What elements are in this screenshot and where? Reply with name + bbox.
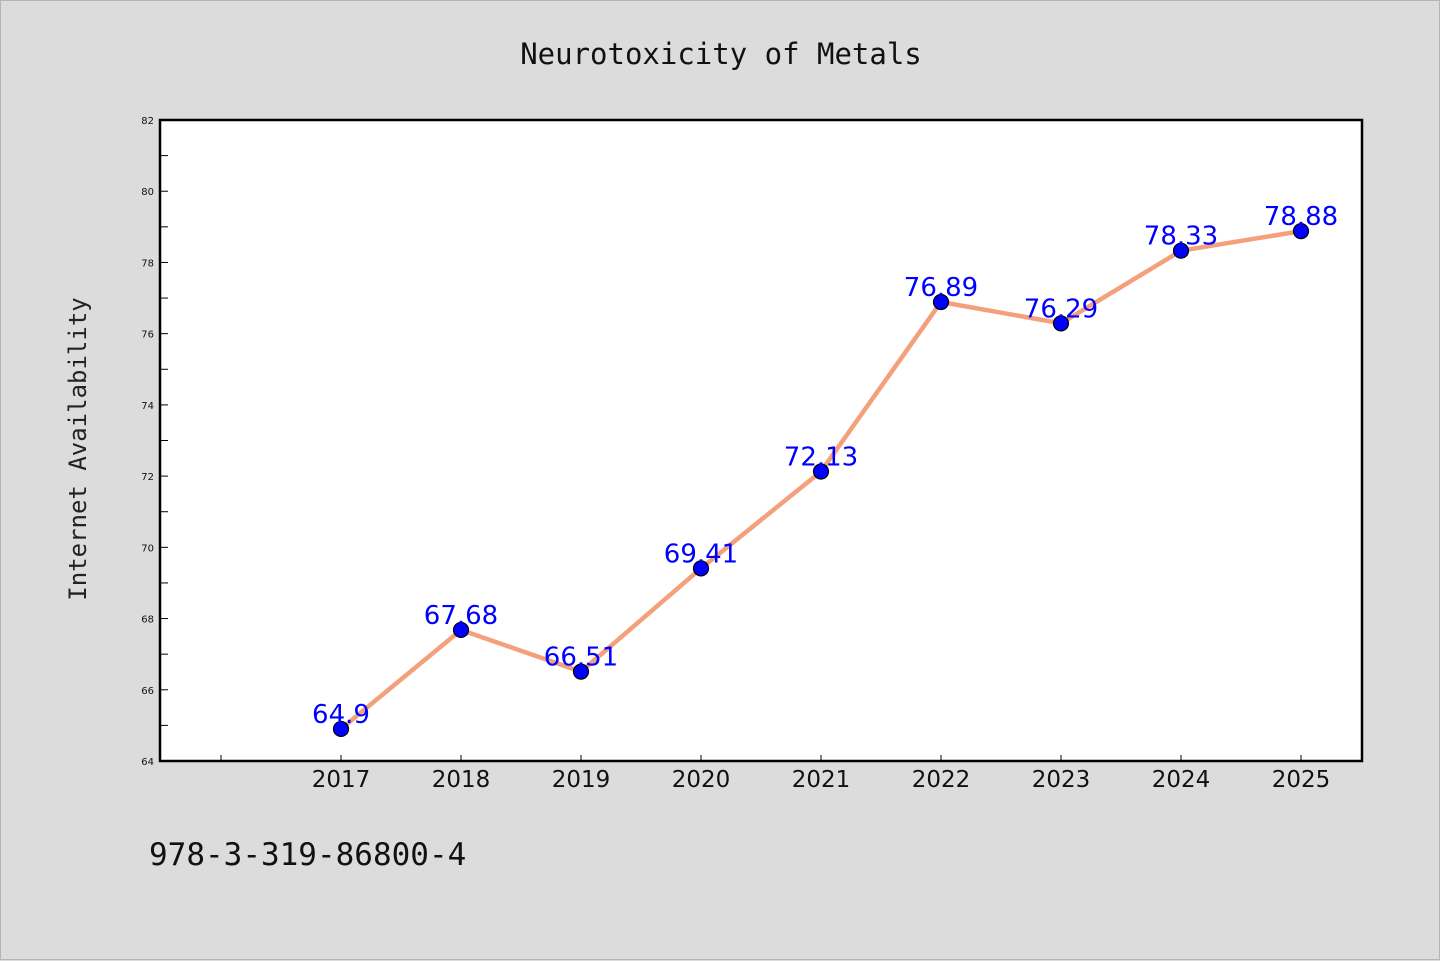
x-tick-label: 2018 [432, 767, 491, 793]
y-tick-label: 80 [141, 187, 154, 198]
x-tick-label: 2025 [1272, 767, 1331, 793]
y-tick-label: 78 [141, 258, 154, 269]
data-point [1172, 242, 1190, 259]
x-tick-label: 2022 [912, 767, 971, 793]
y-tick-label: 72 [141, 472, 154, 483]
x-tick-label: 2017 [312, 767, 371, 793]
chart-title: Neurotoxicity of Metals [520, 37, 922, 71]
axes: 64 66 68 70 72 74 76 78 80 82 2017 2018 2019 2020 2021… [141, 116, 1330, 793]
data-point [1052, 315, 1070, 332]
y-tick-label: 74 [141, 401, 154, 412]
series-layer: 64.9 67.68 66.51 69.41 72.13 76.89 76.29 78.33 7… [312, 202, 1338, 738]
y-tick-label: 76 [141, 330, 154, 341]
data-label: 76.89 [904, 273, 978, 303]
data-label: 76.29 [1024, 294, 1098, 324]
plot-area [160, 120, 1362, 761]
data-label: 69.41 [664, 539, 738, 569]
x-tick-label: 2019 [552, 767, 611, 793]
data-label: 66.51 [544, 643, 618, 673]
data-point [692, 560, 710, 577]
x-tick-label: 2024 [1152, 767, 1211, 793]
y-tick-label: 70 [141, 543, 154, 554]
data-point [1292, 223, 1310, 240]
y-tick-label: 66 [141, 686, 154, 697]
plot-frame [158, 118, 1364, 763]
y-axis-label: Internet Availability [64, 297, 92, 600]
data-label: 64.9 [312, 700, 370, 730]
x-tick-label: 2021 [792, 767, 851, 793]
data-point [572, 663, 590, 680]
data-point [452, 621, 470, 639]
data-point [332, 720, 350, 738]
x-tick-label: 2020 [672, 767, 731, 793]
data-label: 67.68 [424, 601, 498, 631]
data-label: 72.13 [784, 442, 858, 472]
data-label: 78.33 [1144, 222, 1218, 252]
y-tick-label: 64 [141, 757, 154, 768]
y-tick-label: 68 [141, 615, 154, 626]
y-tick-label: 82 [141, 116, 154, 127]
data-point [812, 463, 830, 480]
data-label: 78.88 [1264, 202, 1338, 232]
isbn-footnote: 978-3-319-86800-4 [149, 837, 466, 873]
data-point [932, 293, 950, 311]
x-tick-label: 2023 [1032, 767, 1091, 793]
